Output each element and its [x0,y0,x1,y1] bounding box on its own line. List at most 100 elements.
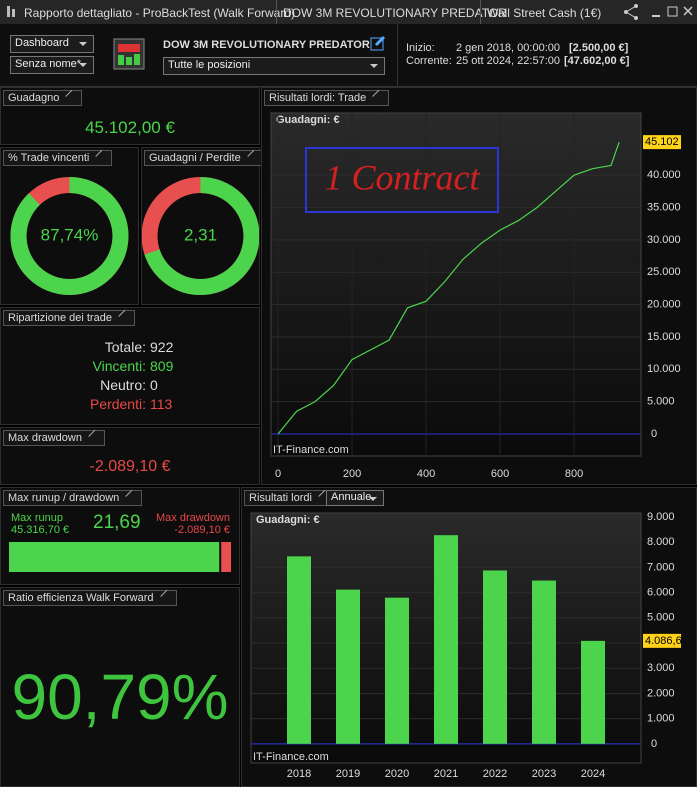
drawdown-value: -2.089,10 € [174,524,230,536]
title-bar: Rapporto dettagliato - ProBackTest (Walk… [0,0,697,24]
app-icon [7,6,15,17]
breakdown-label: Perdenti: [89,396,146,412]
y-tick-label: 30.000 [647,234,681,246]
drawdown-label: Max drawdown [156,512,230,524]
runup-label: Max runup [11,512,63,524]
y-tick-label: 5.000 [647,612,675,624]
breakdown-row: Neutro: 0 [1,376,259,395]
panel-title[interactable]: Ripartizione dei trade [3,309,135,326]
value-label: 4.086,6 [645,635,682,647]
bar [385,597,409,744]
view-select[interactable]: Dashboard [10,35,94,53]
period-select[interactable]: Annuale [326,490,384,506]
y-tick-label: 6.000 [647,587,675,599]
breakdown-row: Vincenti: 809 [1,357,259,376]
annotation-box [305,147,499,213]
watermark: IT-Finance.com [253,751,329,763]
donut: 2,31 [142,177,259,295]
donut-win [10,177,129,295]
panel-title[interactable]: Ratio efficienza Walk Forward [3,589,177,606]
panel-title[interactable]: % Trade vincenti [3,149,113,166]
toolbar: Dashboard Senza nome* DOW 3M REVOLUTIONA… [0,24,697,87]
window-controls[interactable] [620,2,697,22]
chart-title: Guadagni: € [256,514,320,526]
y-tick-label: 20.000 [647,298,681,310]
value-label: 45.102 [645,136,679,148]
panel-title[interactable]: Guadagno [3,89,83,106]
win-rate-panel: % Trade vincenti 87,74% [0,147,139,305]
runup-value: 45.316,70 € [11,524,70,536]
window-title: Rapporto dettagliato - ProBackTest (Walk… [24,6,295,20]
breakdown-row: Perdenti: 113 [1,395,259,414]
y-tick-label: 8.000 [647,536,675,548]
start-capital: [2.500,00 €] [569,42,629,54]
panel-title[interactable]: Risultati lordi [244,489,335,506]
tab[interactable]: Wall Street Cash (1€) [480,0,607,24]
tab[interactable]: DOW 3M REVOLUTIONARY PREDATOR [276,0,513,24]
y-tick-label: 10.000 [647,363,681,375]
x-tick-label: 2023 [532,768,556,780]
y-tick-label: 5.000 [647,396,675,408]
chart: 0 5.000 10.000 15.000 20.000 25.000 30.000 35.0… [270,112,681,480]
y-tick-label: 35.000 [647,201,681,213]
panel-title[interactable]: Max drawdown [3,429,105,446]
chart-title: Guadagni: € [276,114,340,126]
panel-title[interactable]: Guadagni / Perdite [144,149,264,166]
name-select[interactable]: Senza nome* [10,56,94,74]
y-tick-label: 0 [651,428,657,440]
donut: 87,74% [10,177,129,295]
y-tick-label: 1.000 [647,713,675,725]
drawdown-panel: Max drawdown -2.089,10 € [0,427,260,485]
breakdown-row: Totale: 922 [1,338,259,357]
breakdown-list: Totale: 922 Vincenti: 809 Neutro: 0 Perdenti: 1… [1,338,259,414]
x-tick-label: 2024 [581,768,605,780]
edit-icon[interactable] [370,35,386,51]
panel-title[interactable]: Max runup / drawdown [3,489,143,506]
donut-label: 2,31 [184,225,217,244]
trade-chart-panel: Risultati lordi: Trade 0 5.000 10.000 15.00… [261,87,697,485]
current-date: 25 ott 2024, 22:57:00 [456,55,560,67]
x-tick-label: 200 [343,468,361,480]
positions-select[interactable]: Tutte le posizioni [163,57,385,75]
bar [581,640,605,744]
breakdown-label: Vincenti: [92,358,146,374]
y-tick-label: 0 [651,738,657,750]
runup-panel: Max runup / drawdown Max runup 45.316,70… [0,487,240,585]
x-tick-label: 2020 [385,768,409,780]
efficiency-value: 90,79% [11,661,229,733]
equity-line [277,141,620,435]
x-tick-label: 600 [491,468,509,480]
profit-loss-panel: Guadagni / Perdite 2,31 [141,147,264,305]
breakdown-value: 809 [150,358,174,374]
x-tick-label: 2022 [483,768,507,780]
y-tick-label: 2.000 [647,687,675,699]
y-tick-label: 3.000 [647,662,675,674]
yearly-chart-panel: Risultati lordi Annuale 0 1.000 2.000 3.000… [241,487,697,787]
watermark: IT-Finance.com [273,444,349,456]
efficiency-panel: Ratio efficienza Walk Forward 90,79% [0,587,240,787]
y-tick-label: 9.000 [647,511,675,523]
x-tick-label: 2021 [434,768,458,780]
breakdown-label: Neutro: [100,377,146,393]
donut-win [142,177,259,295]
y-tick-label: 7.000 [647,561,675,573]
gain-value: 45.102,00 € [85,118,175,137]
x-tick-label: 2019 [336,768,360,780]
current-label: Corrente: [406,55,452,67]
panel-title[interactable]: Risultati lordi: Trade [264,89,390,106]
y-tick-label: 25.000 [647,266,681,278]
x-tick-label: 400 [417,468,435,480]
breakdown-panel: Ripartizione dei trade Totale: 922 Vincent… [0,307,260,425]
value-badge [643,633,681,648]
donut-label: 87,74% [41,225,99,244]
report-icon[interactable] [113,38,147,72]
runup-ratio: 21,69 [93,512,141,533]
breakdown-value: 113 [150,396,173,412]
drawdown-segment [221,542,231,572]
bar [287,556,311,744]
breakdown-value: 0 [150,377,158,393]
annotation: 1 Contract [324,157,480,197]
start-label: Inizio: [406,42,435,54]
plot-area [270,112,642,457]
breakdown-value: 922 [150,339,174,355]
